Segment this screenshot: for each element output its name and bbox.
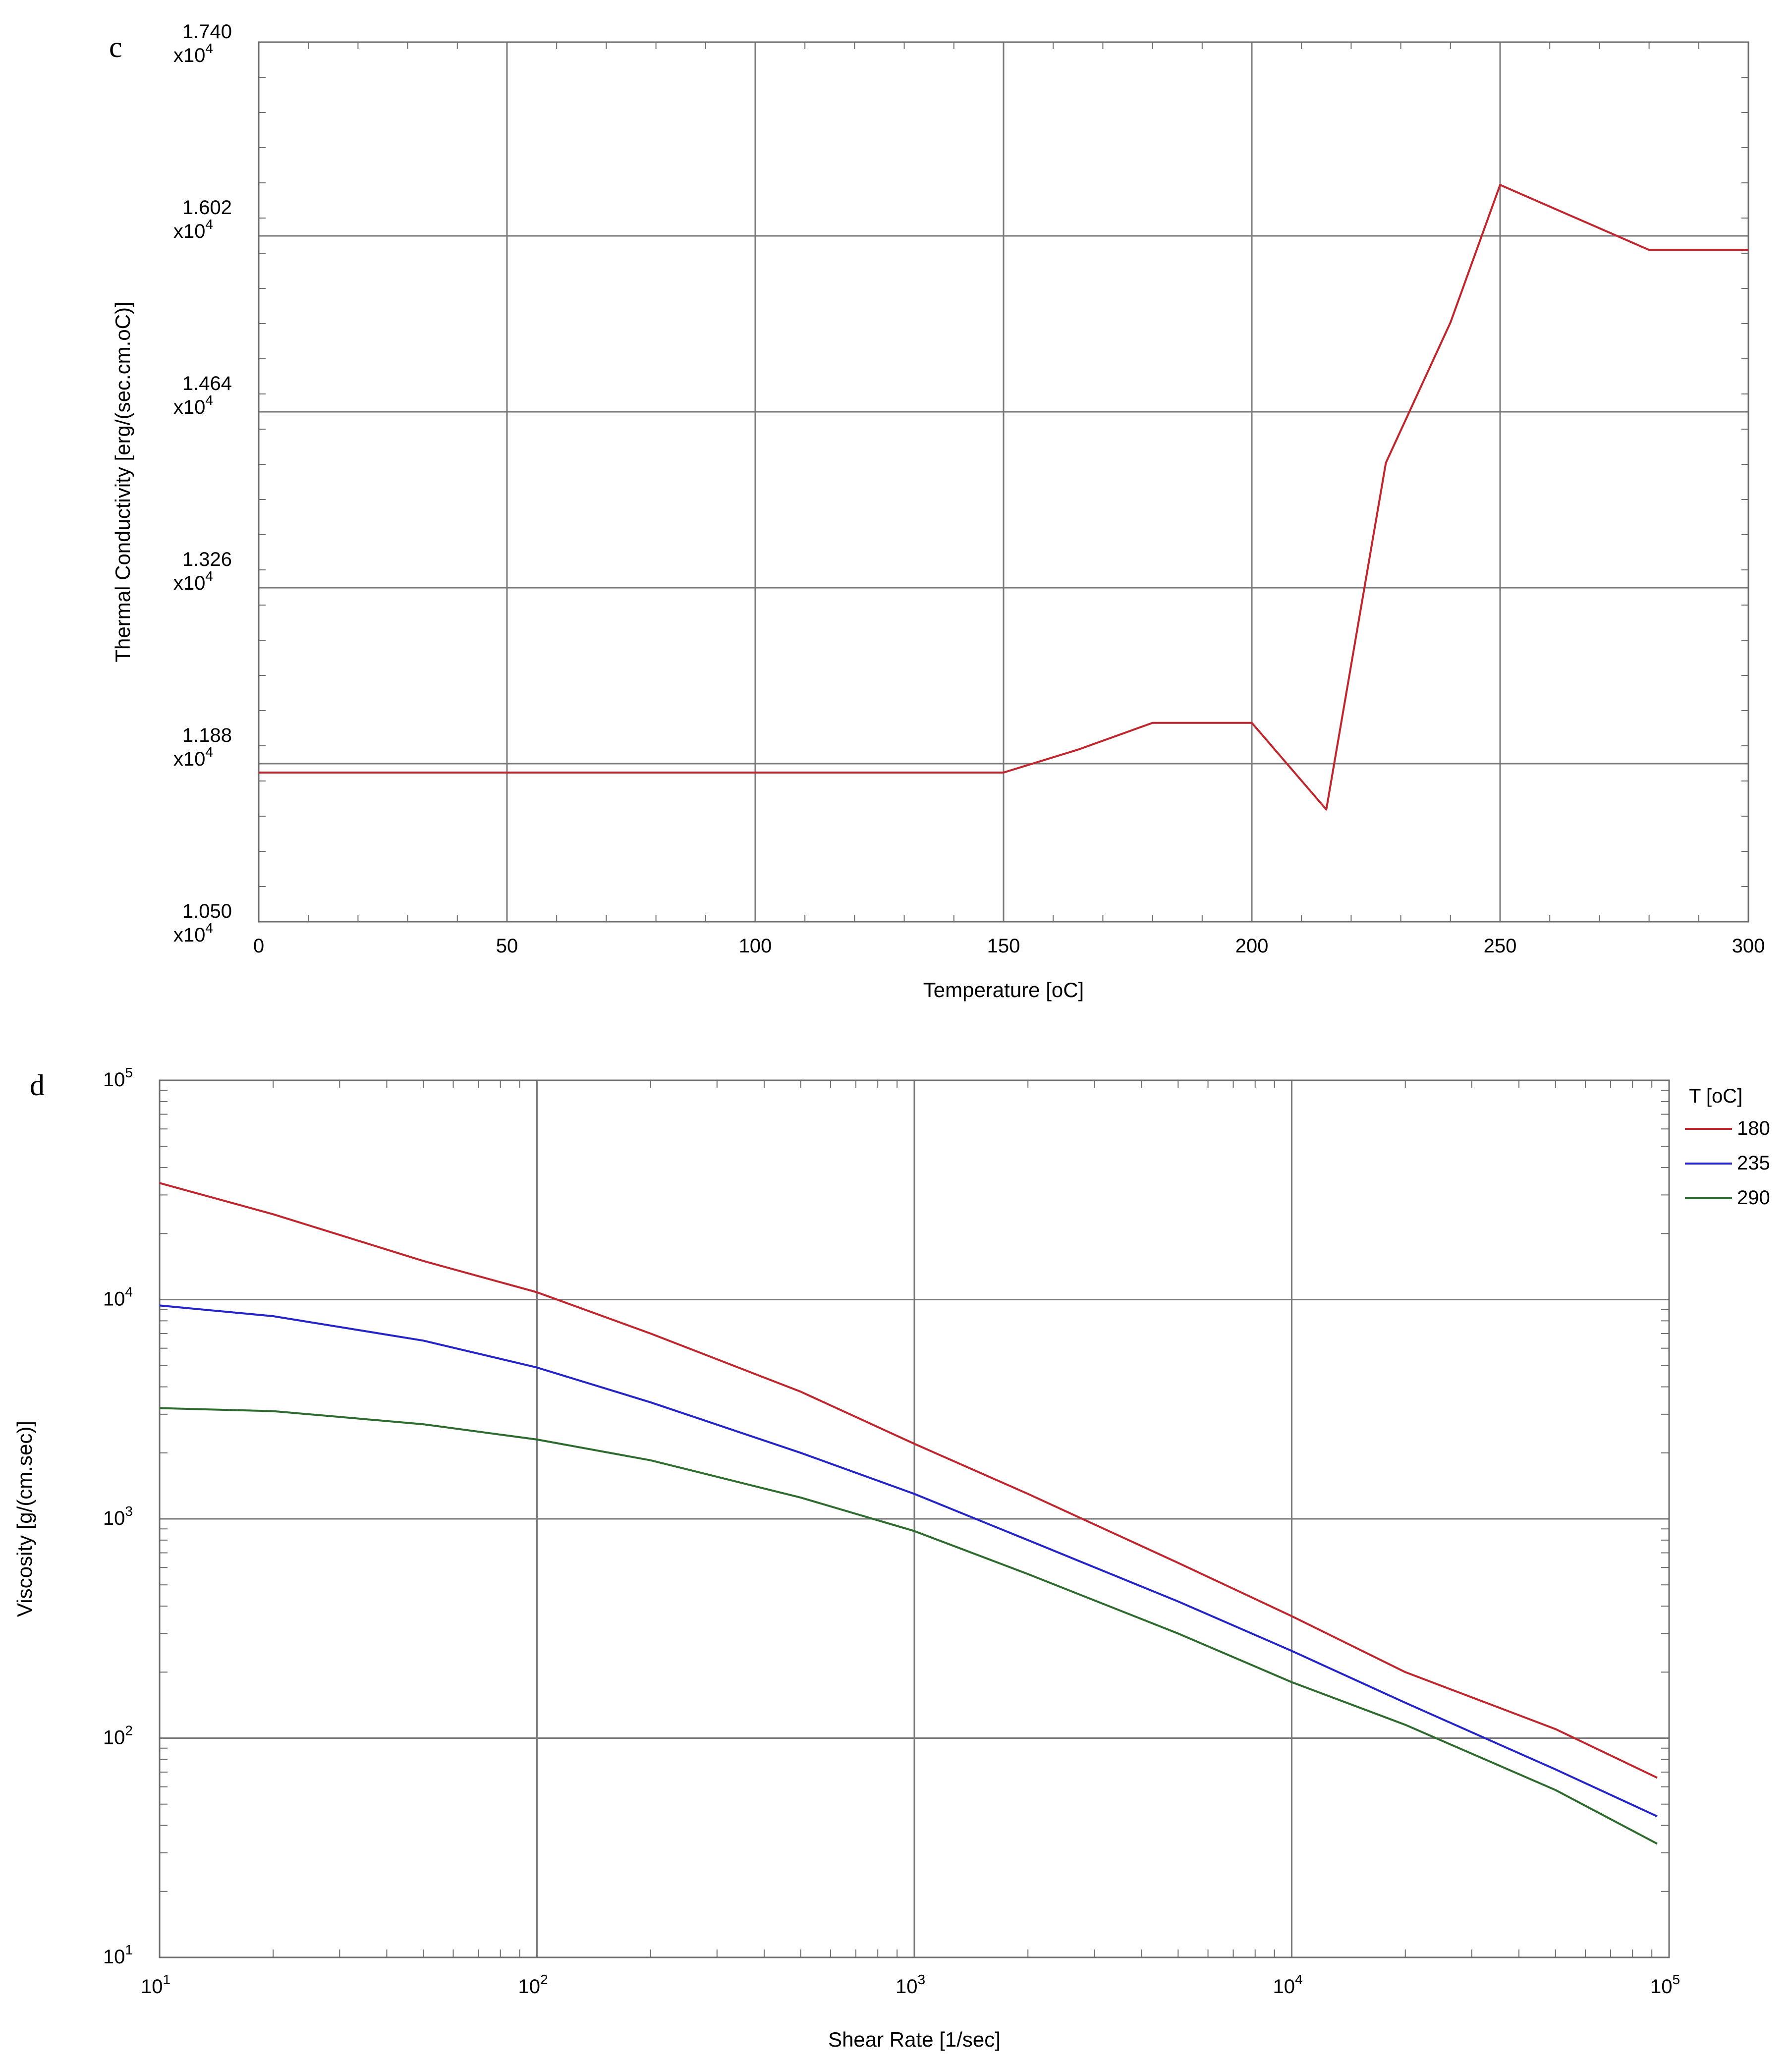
series-line-290 (159, 1407, 1658, 1845)
x-tick-label: 50 (496, 935, 518, 957)
legend-label-180: 180 (1737, 1117, 1770, 1139)
legend-title: T [oC] (1689, 1085, 1742, 1107)
y-tick-exponent: x104 (173, 41, 213, 66)
x-axis-label: Temperature [oC] (923, 978, 1084, 1002)
x-tick-label: 101 (141, 1972, 170, 1998)
y-tick-label: 102 (103, 1723, 133, 1749)
series-line-235 (159, 1304, 1658, 1818)
y-axis-label: Viscosity [g/(cm.sec)] (13, 1421, 36, 1617)
chart-c: 0 50 100 150 200 250 3001.050x1041.188x1041.32… (109, 21, 1765, 1002)
y-tick-exponent: x104 (173, 568, 213, 594)
y-axis-label: Thermal Conductivity [erg/(sec.cm.oC)] (111, 301, 134, 662)
legend-label-235: 235 (1737, 1152, 1770, 1174)
x-tick-label: 0 (253, 935, 264, 957)
x-tick-label: 250 (1484, 935, 1517, 957)
series-line-180 (159, 1182, 1658, 1779)
x-tick-label: 102 (518, 1972, 548, 1998)
y-tick-label: 1.188 (182, 724, 232, 746)
series-line-thermal-conductivity (259, 184, 1748, 811)
y-tick-label: 101 (103, 1942, 133, 1968)
y-tick-label: 1.602 (182, 197, 232, 219)
legend-label-290: 290 (1737, 1187, 1770, 1209)
x-tick-label: 105 (1650, 1972, 1680, 1998)
x-tick-label: 200 (1235, 935, 1269, 957)
chart-d: 101 102 103 104 105 101 102 103 104 105 Shear Rate… (13, 1065, 1770, 2051)
y-tick-label: 1.464 (182, 373, 232, 394)
legend: T [oC] 180 235 290 (1685, 1085, 1770, 1209)
x-tick-label: 150 (987, 935, 1020, 957)
x-axis-label: Shear Rate [1/sec] (828, 2028, 1001, 2051)
y-tick-label: 1.740 (182, 21, 232, 43)
y-tick-exponent: x104 (173, 217, 213, 242)
y-tick-label: 105 (103, 1065, 133, 1091)
x-tick-label: 104 (1273, 1972, 1302, 1998)
plot-frame-d (159, 1079, 1670, 1958)
y-tick-label: 1.050 (182, 900, 232, 922)
x-tick-label: 100 (739, 935, 772, 957)
y-tick-exponent: x104 (173, 392, 213, 418)
panel-label-c: c (109, 31, 122, 63)
y-tick-label: 1.326 (182, 549, 232, 570)
x-tick-label: 300 (1732, 935, 1765, 957)
plot-frame-c (258, 41, 1749, 923)
y-tick-exponent: x104 (173, 920, 213, 946)
y-tick-label: 104 (103, 1284, 133, 1310)
y-tick-exponent: x104 (173, 744, 213, 770)
panel-label-d: d (30, 1069, 45, 1102)
x-tick-label: 103 (896, 1972, 925, 1998)
y-tick-label: 103 (103, 1503, 133, 1529)
